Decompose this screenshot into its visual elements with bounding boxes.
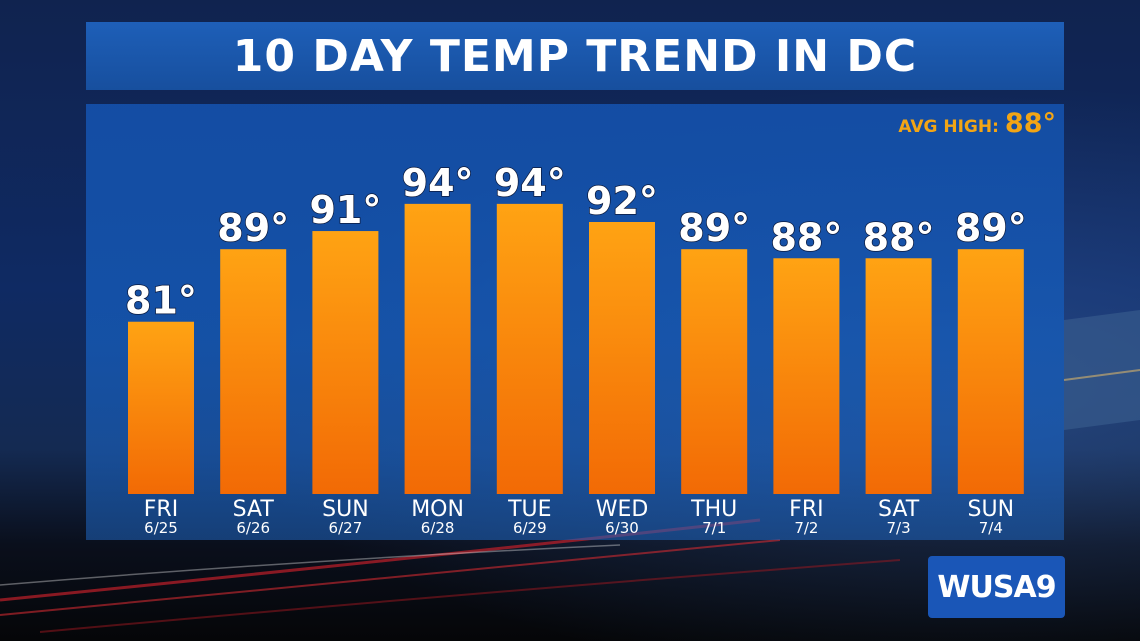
bar-1 [220,249,287,494]
logo-text: WUSA9 [937,569,1056,605]
bar-value-label: 81° [125,279,197,323]
day-label: MON [411,497,464,522]
date-label: 6/27 [329,519,363,537]
date-label: 6/25 [144,519,178,537]
bar-4 [496,203,563,494]
bar-value-label: 92° [586,179,658,223]
date-label: 6/26 [236,519,270,537]
avg-high-value: 88° [1004,108,1056,139]
bar-value-label: 89° [955,206,1027,250]
day-label: FRI [789,497,823,522]
day-label: SUN [968,497,1015,522]
day-label: SAT [878,497,920,522]
bar-value-label: 89° [217,206,289,250]
station-logo: WUSA9 [928,556,1065,618]
bar-9 [957,249,1024,494]
date-label: 6/30 [605,519,639,537]
chart-title: 10 DAY TEMP TREND IN DC [86,22,1064,90]
bar-3 [404,203,471,494]
bar-chart: 81°FRI6/2589°SAT6/2691°SUN6/2794°MON6/28… [124,160,1027,537]
day-label: THU [690,497,737,522]
date-label: 7/4 [979,519,1003,537]
day-label: SUN [322,497,369,522]
day-label: WED [596,497,649,522]
bar-value-label: 88° [770,215,842,259]
date-label: 6/29 [513,519,547,537]
bar-5 [589,222,655,494]
bar-6 [681,249,748,494]
day-label: SAT [233,497,275,522]
day-label: TUE [507,497,551,522]
day-label: FRI [144,497,178,522]
avg-high-label: AVG HIGH: [898,117,999,137]
date-label: 7/3 [887,519,911,537]
date-label: 7/2 [794,519,818,537]
date-label: 7/1 [702,519,726,537]
date-label: 6/28 [421,519,455,537]
bar-0 [128,321,194,494]
bar-value-label: 88° [863,215,935,259]
bar-2 [312,231,379,495]
bar-value-label: 89° [678,206,750,250]
bar-value-label: 91° [309,188,381,232]
bar-value-label: 94° [494,161,566,205]
bar-value-label: 94° [402,161,474,205]
bar-8 [865,258,932,494]
bar-7 [773,258,840,494]
average-high: AVG HIGH: 88° [898,108,1056,139]
